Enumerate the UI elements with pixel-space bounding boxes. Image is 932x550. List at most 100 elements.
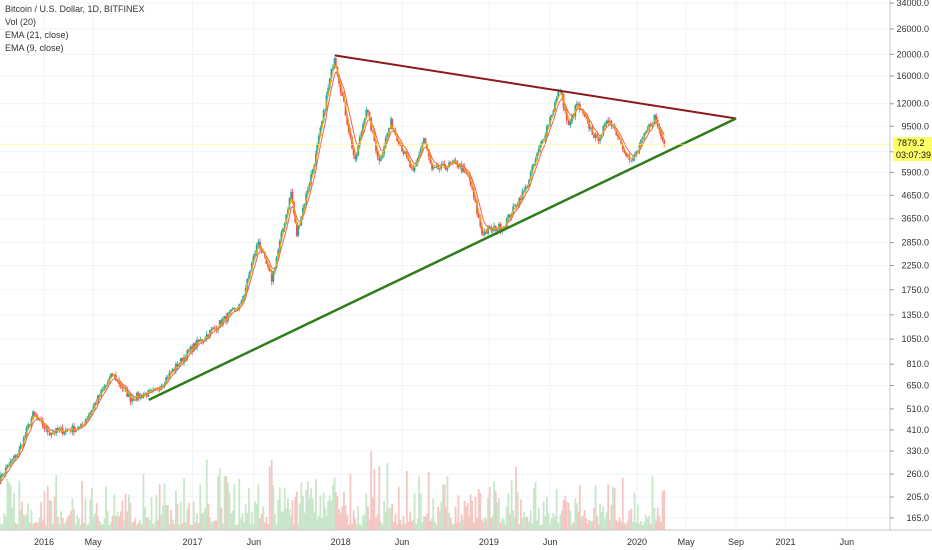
candle-body <box>126 388 129 397</box>
volume-bar <box>328 495 331 530</box>
volume-bar <box>407 521 410 530</box>
volume-bar <box>13 492 15 530</box>
candle-body <box>248 275 250 279</box>
candle-body <box>626 155 629 156</box>
candle-body <box>310 174 312 185</box>
volume-bar <box>612 486 614 530</box>
volume-bar <box>160 514 163 530</box>
volume-bar <box>487 497 489 530</box>
candle-body <box>305 193 308 205</box>
candle-body <box>561 91 563 94</box>
volume-bar <box>291 500 294 530</box>
volume-bar <box>250 511 253 530</box>
volume-bar <box>591 520 594 530</box>
candle-body <box>328 78 331 89</box>
time-axis[interactable]: 2016 May 2017 Jun 2018 Jun 2019 Jun 2020 May Sep 20… <box>0 529 932 547</box>
volume-bar <box>617 521 619 530</box>
candle-body <box>569 121 572 126</box>
candle-body <box>488 227 491 229</box>
candle-body <box>339 83 342 93</box>
candle-body <box>533 164 535 167</box>
volume-bar <box>427 472 430 530</box>
candle-body <box>287 209 289 215</box>
candle-body <box>43 426 46 429</box>
support-trendline[interactable] <box>148 117 737 402</box>
volume-bar <box>370 451 373 530</box>
candle-body <box>481 226 483 234</box>
volume-bar <box>466 503 469 530</box>
volume-bar <box>155 495 158 530</box>
indicator-volume[interactable]: Vol (20) <box>5 17 37 27</box>
candle-body <box>550 114 553 118</box>
candle-body <box>640 139 642 146</box>
candle-body <box>591 127 594 135</box>
candle-body <box>73 425 75 433</box>
candle-body <box>576 103 578 106</box>
volume-bar <box>346 514 349 530</box>
candle-body <box>564 108 567 111</box>
price-axis[interactable]: 34000.0 26000.0 20000.0 16000.0 12000.0 9500.… <box>889 0 929 530</box>
candle-body <box>636 150 639 152</box>
volume-bar <box>158 484 161 530</box>
countdown-tag: 03:07:39 <box>893 149 932 161</box>
volume-bar <box>453 524 455 530</box>
volume-bar <box>571 524 573 530</box>
last-price-tag-text: 7879.2 <box>897 138 925 148</box>
volume-bar <box>610 505 613 530</box>
volume-bar <box>649 524 652 530</box>
volume-bar <box>61 517 64 530</box>
candle-body <box>150 389 153 391</box>
volume-bar <box>119 511 122 530</box>
volume-bar <box>0 524 2 530</box>
volume-bar <box>492 515 494 530</box>
volume-bar <box>63 523 66 530</box>
candle-body <box>388 128 390 134</box>
indicator-ema-9[interactable]: EMA (9, close) <box>5 43 64 53</box>
price-tick-label: 330.0 <box>906 446 929 456</box>
price-tick-label: 650.0 <box>906 381 929 391</box>
volume-bar <box>462 519 465 530</box>
volume-bar <box>628 510 631 530</box>
volume-bar <box>176 503 179 530</box>
volume-bar <box>287 498 289 530</box>
candle-body <box>462 167 465 172</box>
volume-bar <box>490 518 493 530</box>
volume-bar <box>559 514 562 530</box>
candle-body <box>567 120 570 126</box>
volume-bar <box>184 522 187 530</box>
volume-bar <box>248 487 250 530</box>
candle-body <box>523 190 526 192</box>
volume-bar <box>384 512 387 530</box>
volume-bar <box>542 501 545 530</box>
volume-bar <box>101 524 104 530</box>
volume-bar <box>43 491 46 530</box>
volume-bar <box>225 475 228 530</box>
candle-body <box>333 58 336 68</box>
volume-bar <box>477 488 480 530</box>
volume-bar <box>341 506 344 530</box>
volume-bar <box>632 522 634 530</box>
volume-bar <box>126 511 129 530</box>
candle-body <box>476 202 478 214</box>
candle-body <box>474 197 477 203</box>
volume-bar <box>550 518 553 530</box>
volume-bar <box>504 524 506 530</box>
candle-body <box>649 124 652 126</box>
candle-body <box>397 140 400 145</box>
candle-body <box>483 231 486 235</box>
volume-bar <box>265 516 268 530</box>
volume-bar <box>562 499 565 530</box>
candle-body <box>537 149 540 154</box>
candle-body <box>583 112 586 117</box>
volume-bar <box>633 492 636 530</box>
volume-bar <box>145 517 148 530</box>
resistance-trendline[interactable] <box>334 54 737 120</box>
volume-bar <box>66 516 69 530</box>
symbol-title[interactable]: Bitcoin / U.S. Dollar, 1D, BITFINEX <box>5 4 145 14</box>
volume-bar <box>71 498 74 530</box>
volume-bar <box>585 518 588 530</box>
candle-body <box>213 327 216 329</box>
volume-bar <box>129 503 132 530</box>
indicator-ema-21[interactable]: EMA (21, close) <box>5 30 69 40</box>
